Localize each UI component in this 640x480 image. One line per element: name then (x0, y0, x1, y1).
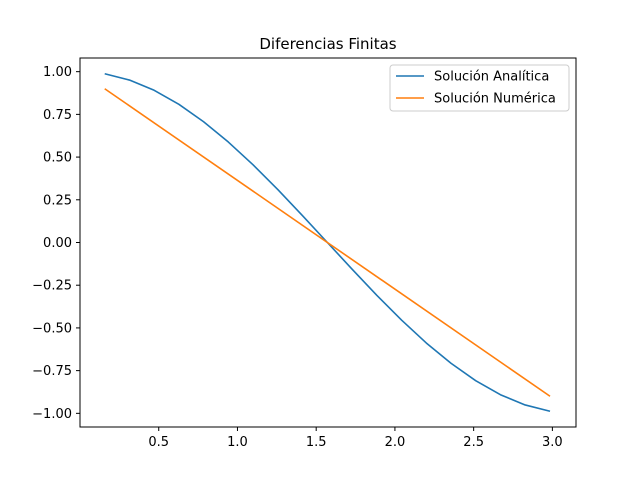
series-line-2 (104, 88, 551, 397)
plot-area: 0.5 1.0 1.5 2.0 2.5 3.0 1.00 0.75 0.50 0.25 0.00 −0… (32, 57, 577, 450)
legend-box (389, 64, 570, 112)
y-tick-label: 0.50 (43, 151, 72, 166)
legend-label-2: Solución Numérica (434, 92, 556, 107)
legend-label-1: Solución Analítica (434, 70, 549, 85)
series-lines (104, 72, 551, 413)
y-tick-label: 0.00 (43, 236, 72, 251)
y-tick-label: 1.00 (43, 65, 72, 80)
y-tick-label: −0.25 (32, 279, 72, 294)
x-tick-label: 2.5 (463, 435, 484, 450)
x-tick-label: 1.5 (306, 435, 327, 450)
y-tick-label: −0.75 (32, 364, 72, 379)
legend: Solución Analítica Solución Numérica (389, 64, 570, 112)
y-tick-label: −1.00 (32, 407, 72, 422)
chart-title: Diferencias Finitas (259, 35, 396, 53)
x-tick-label: 2.0 (385, 435, 406, 450)
x-tick-label: 3.0 (542, 435, 563, 450)
y-tick-label: 0.25 (43, 193, 72, 208)
x-tick-label: 0.5 (148, 435, 169, 450)
x-tick-label: 1.0 (227, 435, 248, 450)
y-tick-label: 0.75 (43, 108, 72, 123)
y-tick-label: −0.50 (32, 321, 72, 336)
